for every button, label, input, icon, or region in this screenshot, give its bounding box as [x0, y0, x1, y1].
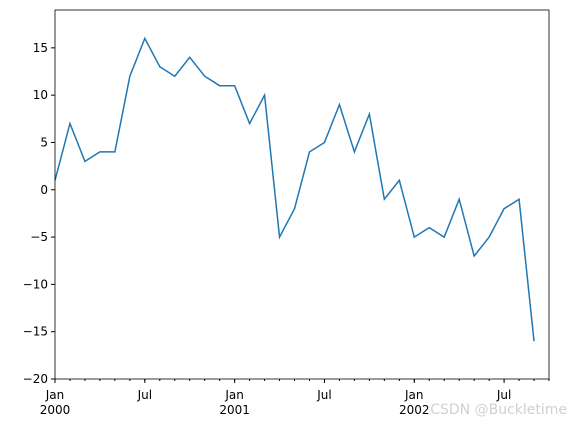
x-tick-label-line: Jan — [45, 388, 65, 402]
x-tick-label-line: 2000 — [40, 403, 71, 417]
y-tick-label: −10 — [23, 277, 48, 291]
y-tick-label: −20 — [23, 372, 48, 386]
x-tick-label: Jan 2002 — [399, 388, 430, 417]
y-tick-label: 10 — [33, 88, 48, 102]
x-tick-label-line: Jan — [404, 388, 424, 402]
y-tick-label: −5 — [30, 230, 48, 244]
y-tick-label: −15 — [23, 325, 48, 339]
x-tick-label-line: Jul — [316, 388, 331, 402]
watermark: CSDN @Buckletime — [430, 402, 567, 418]
y-tick-label: 15 — [33, 41, 48, 55]
x-tick-label-line: Jan — [224, 388, 244, 402]
y-tick-label: 0 — [40, 183, 48, 197]
x-tick-label-line: Jul — [137, 388, 152, 402]
x-tick-label-line: 2001 — [219, 403, 250, 417]
x-tick-label: Jan 2001 — [219, 388, 250, 417]
x-tick-label: Jul — [496, 388, 511, 402]
plot-frame — [54, 9, 550, 380]
line-series — [54, 36, 535, 342]
x-tick-label: Jan 2000 — [40, 388, 71, 417]
x-tick-label: Jul — [316, 388, 331, 402]
x-tick-label-line: Jul — [496, 388, 511, 402]
x-tick-label: Jul — [137, 388, 152, 402]
y-tick-label: 5 — [40, 135, 48, 149]
x-tick-label-line: 2002 — [399, 403, 430, 417]
